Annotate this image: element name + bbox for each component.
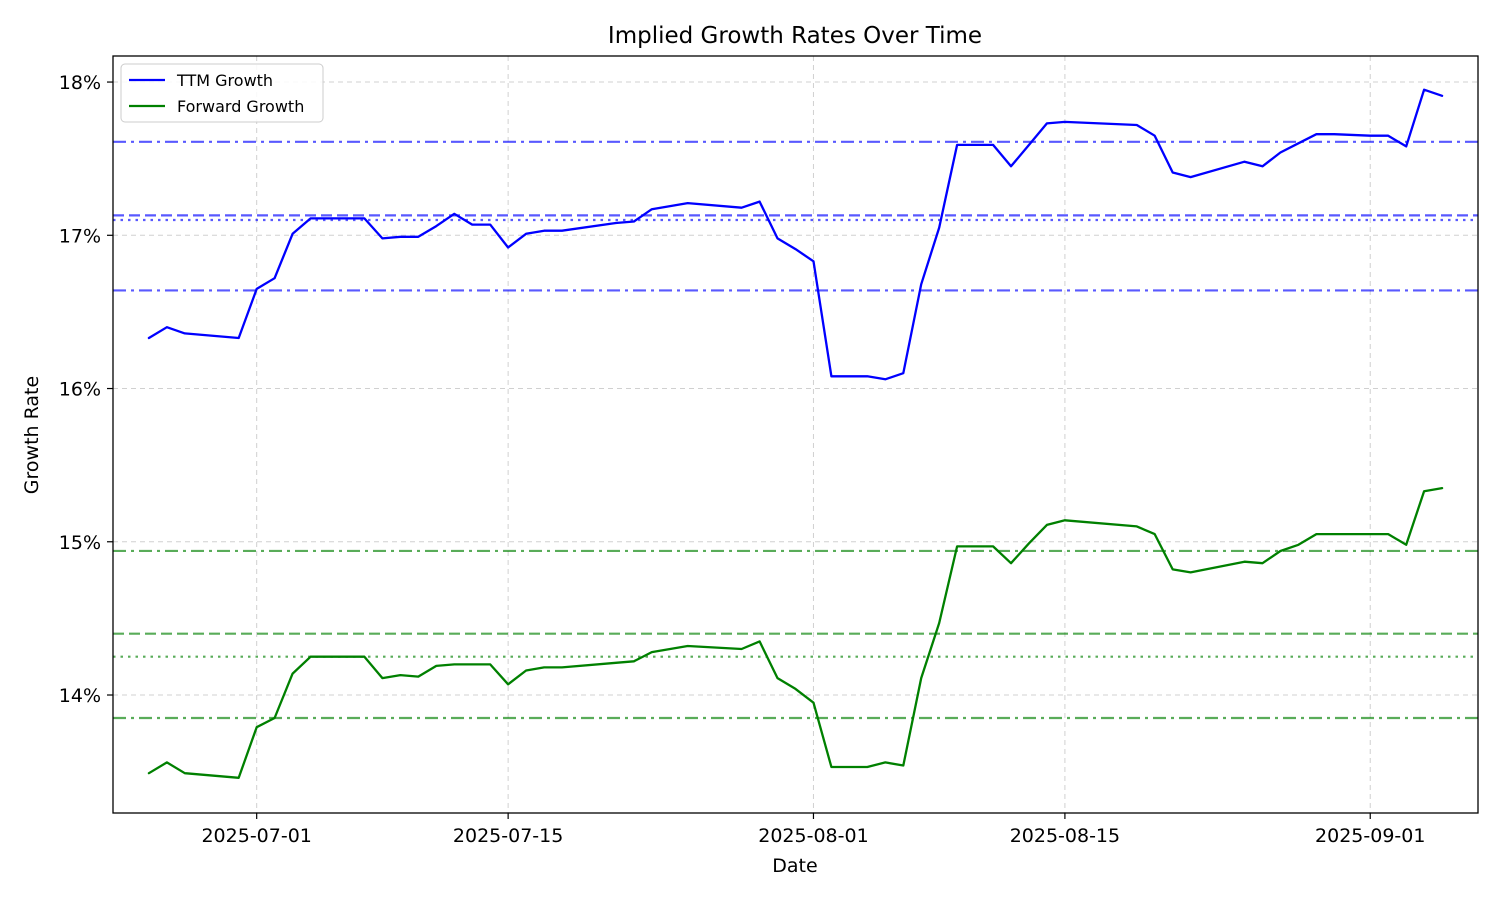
y-tick-label: 17% (59, 225, 101, 247)
y-tick-label: 15% (59, 532, 101, 554)
y-tick-label: 18% (59, 72, 101, 94)
legend: TTM Growth Forward Growth (120, 63, 324, 123)
x-axis-ticks: 2025-07-01 2025-07-15 2025-08-01 2025-08-15… (201, 813, 1425, 847)
legend-label-ttm: TTM Growth (176, 71, 273, 90)
x-tick-label: 2025-07-01 (201, 825, 311, 847)
legend-label-forward: Forward Growth (177, 97, 304, 116)
y-tick-label: 16% (59, 379, 101, 401)
grid-lines (113, 56, 1478, 813)
y-tick-label: 14% (59, 685, 101, 707)
legend-box (120, 63, 324, 123)
x-tick-label: 2025-08-01 (758, 825, 868, 847)
x-tick-label: 2025-07-15 (453, 825, 563, 847)
reference-lines (113, 140, 1478, 720)
x-tick-label: 2025-09-01 (1315, 825, 1425, 847)
x-tick-label: 2025-08-15 (1010, 825, 1120, 847)
x-axis-label: Date (772, 855, 817, 877)
y-axis-ticks: 14% 15% 16% 17% 18% (59, 72, 113, 707)
series-line-forward-growth (147, 486, 1444, 779)
y-axis-label: Growth Rate (21, 376, 43, 494)
series-lines (147, 88, 1444, 779)
plot-area (147, 88, 1444, 779)
plot-frame (112, 55, 1479, 814)
series-line-ttm-growth (147, 88, 1444, 381)
chart-title: Implied Growth Rates Over Time (608, 23, 982, 49)
